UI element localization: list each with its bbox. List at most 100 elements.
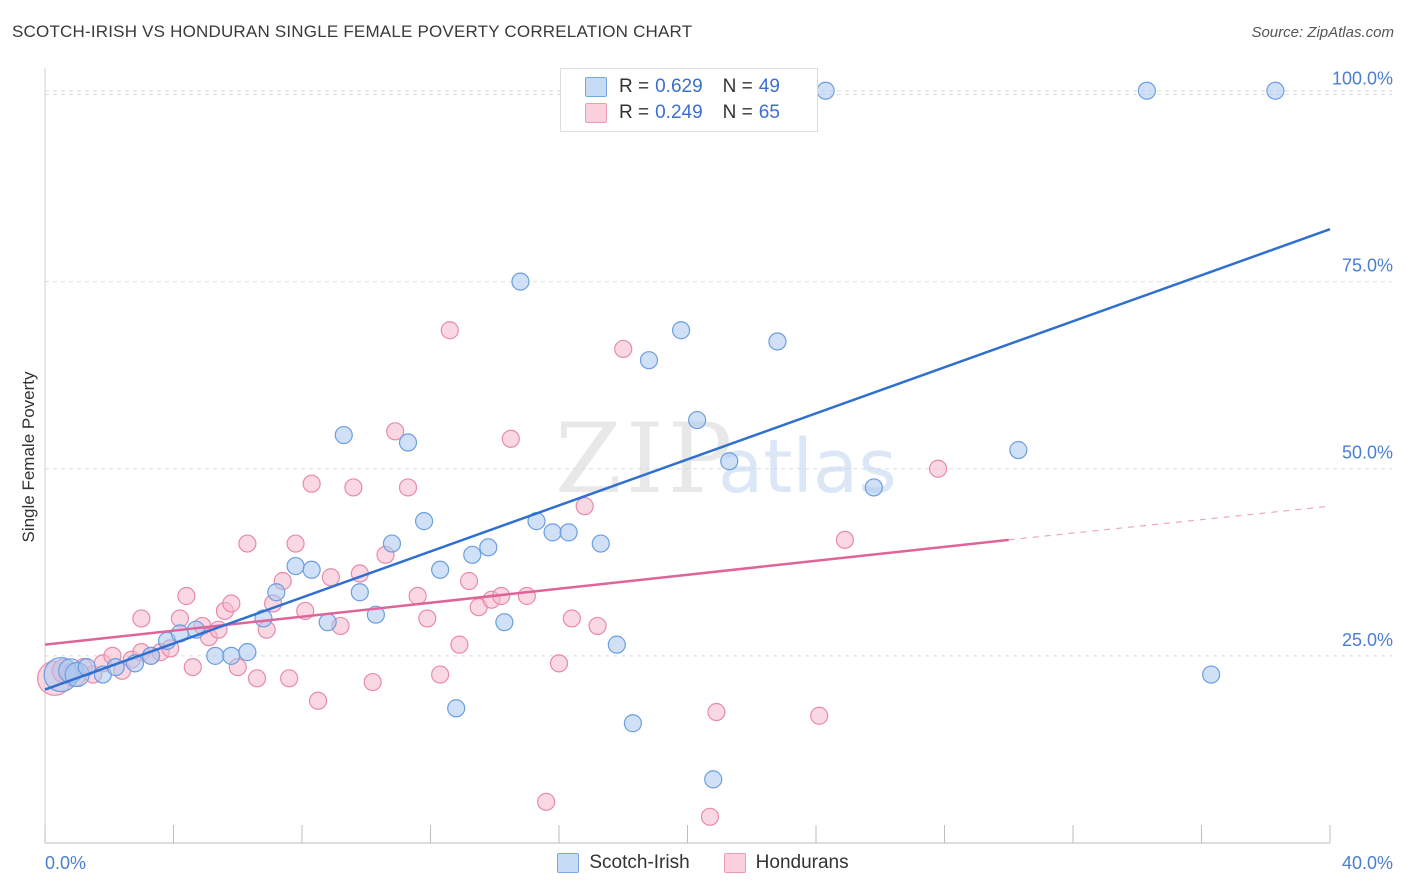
data-point xyxy=(835,530,855,549)
scotch-irish-points xyxy=(43,81,1285,789)
data-point xyxy=(334,425,353,445)
hondurans-trend-line xyxy=(44,538,1009,646)
data-point xyxy=(398,433,418,452)
data-point xyxy=(517,586,536,606)
data-point xyxy=(318,613,337,632)
data-point xyxy=(206,646,225,665)
data-point xyxy=(254,609,273,628)
series-legend: Scotch-Irish Hondurans xyxy=(0,852,1406,874)
data-point xyxy=(537,792,556,811)
data-point xyxy=(575,497,594,516)
legend-row-scotch-irish: R = 0.629 N = 49 xyxy=(585,74,780,100)
watermark: ZIP atlas xyxy=(555,403,897,515)
legend-r-label: R = xyxy=(619,102,650,123)
legend-r-label: R = xyxy=(619,76,650,97)
legend-row-hondurans: R = 0.249 N = 65 xyxy=(585,100,780,126)
data-point xyxy=(267,583,286,602)
legend-n-label: N = xyxy=(722,76,753,97)
data-point xyxy=(222,646,241,665)
x-tick-label: 40.0% xyxy=(1342,853,1393,873)
data-point xyxy=(495,613,514,632)
series-swatch-blue xyxy=(557,853,580,873)
data-point xyxy=(688,410,707,430)
y-axis-label: Single Female Poverty xyxy=(19,371,38,543)
data-point xyxy=(768,332,787,351)
data-point xyxy=(431,665,450,684)
data-point xyxy=(350,583,369,602)
data-point xyxy=(308,691,328,710)
data-point xyxy=(614,339,633,359)
data-point xyxy=(382,534,402,553)
series-legend-scotch-irish[interactable]: Scotch-Irish xyxy=(557,852,690,874)
data-point xyxy=(1266,81,1285,100)
y-tick-label: 100.0% xyxy=(1332,68,1393,88)
data-point xyxy=(414,512,434,531)
data-point xyxy=(302,474,321,493)
data-point xyxy=(363,672,382,692)
data-point xyxy=(450,635,469,654)
data-point xyxy=(222,594,241,613)
legend-r-value: 0.629 xyxy=(655,76,703,97)
data-point xyxy=(511,272,530,291)
data-point xyxy=(344,478,363,497)
hondurans-trend-extension xyxy=(1008,505,1331,541)
series-legend-label: Hondurans xyxy=(755,852,849,873)
legend-swatch-blue xyxy=(585,77,607,97)
series-legend-label: Scotch-Irish xyxy=(589,852,690,873)
data-point xyxy=(321,568,341,587)
data-point xyxy=(700,807,720,826)
data-point xyxy=(459,571,479,591)
data-point xyxy=(366,605,385,624)
data-point xyxy=(463,545,482,564)
data-point xyxy=(1202,665,1221,684)
chart-source: Source: ZipAtlas.com xyxy=(1251,24,1394,41)
data-point xyxy=(562,609,581,628)
data-point xyxy=(549,654,569,673)
data-point xyxy=(501,429,520,448)
data-point xyxy=(704,770,723,789)
y-tick-label: 75.0% xyxy=(1342,256,1393,276)
data-point xyxy=(386,422,405,441)
data-point xyxy=(639,351,659,370)
data-point xyxy=(720,452,739,471)
data-point xyxy=(132,609,151,628)
data-point xyxy=(447,699,466,718)
data-point xyxy=(1137,81,1156,100)
data-point xyxy=(559,523,578,542)
legend-r-value: 0.249 xyxy=(655,102,703,123)
legend-n-label: N = xyxy=(722,102,753,123)
data-point xyxy=(591,534,610,553)
series-swatch-pink xyxy=(723,853,746,873)
data-point xyxy=(286,534,305,553)
data-point xyxy=(247,669,267,688)
data-point xyxy=(479,538,498,557)
y-tick-label: 25.0% xyxy=(1342,630,1393,650)
data-point xyxy=(707,702,726,722)
data-point xyxy=(816,81,835,100)
data-point xyxy=(671,321,691,340)
data-point xyxy=(543,523,562,542)
series-legend-hondurans[interactable]: Hondurans xyxy=(723,852,849,874)
axes xyxy=(44,68,1331,844)
data-point xyxy=(928,459,948,478)
trend-lines xyxy=(44,228,1331,691)
data-point xyxy=(1009,440,1028,460)
x-tick-label: 0.0% xyxy=(45,853,86,873)
watermark-atlas: atlas xyxy=(718,424,897,510)
data-point xyxy=(286,556,305,576)
data-point xyxy=(623,714,642,733)
data-point xyxy=(607,635,626,654)
correlation-legend: R = 0.629 N = 49 R = 0.249 N = 65 xyxy=(560,68,818,132)
legend-swatch-pink xyxy=(585,103,607,123)
data-point xyxy=(238,534,257,553)
data-point xyxy=(440,321,459,340)
data-point xyxy=(588,616,607,636)
scotch-irish-trend-line xyxy=(44,228,1331,691)
data-point xyxy=(408,586,427,606)
chart-title: SCOTCH-IRISH VS HONDURAN SINGLE FEMALE P… xyxy=(12,22,693,41)
data-point xyxy=(418,609,437,628)
data-point xyxy=(431,560,450,579)
hondurans-points xyxy=(37,321,948,826)
data-point xyxy=(302,560,321,579)
